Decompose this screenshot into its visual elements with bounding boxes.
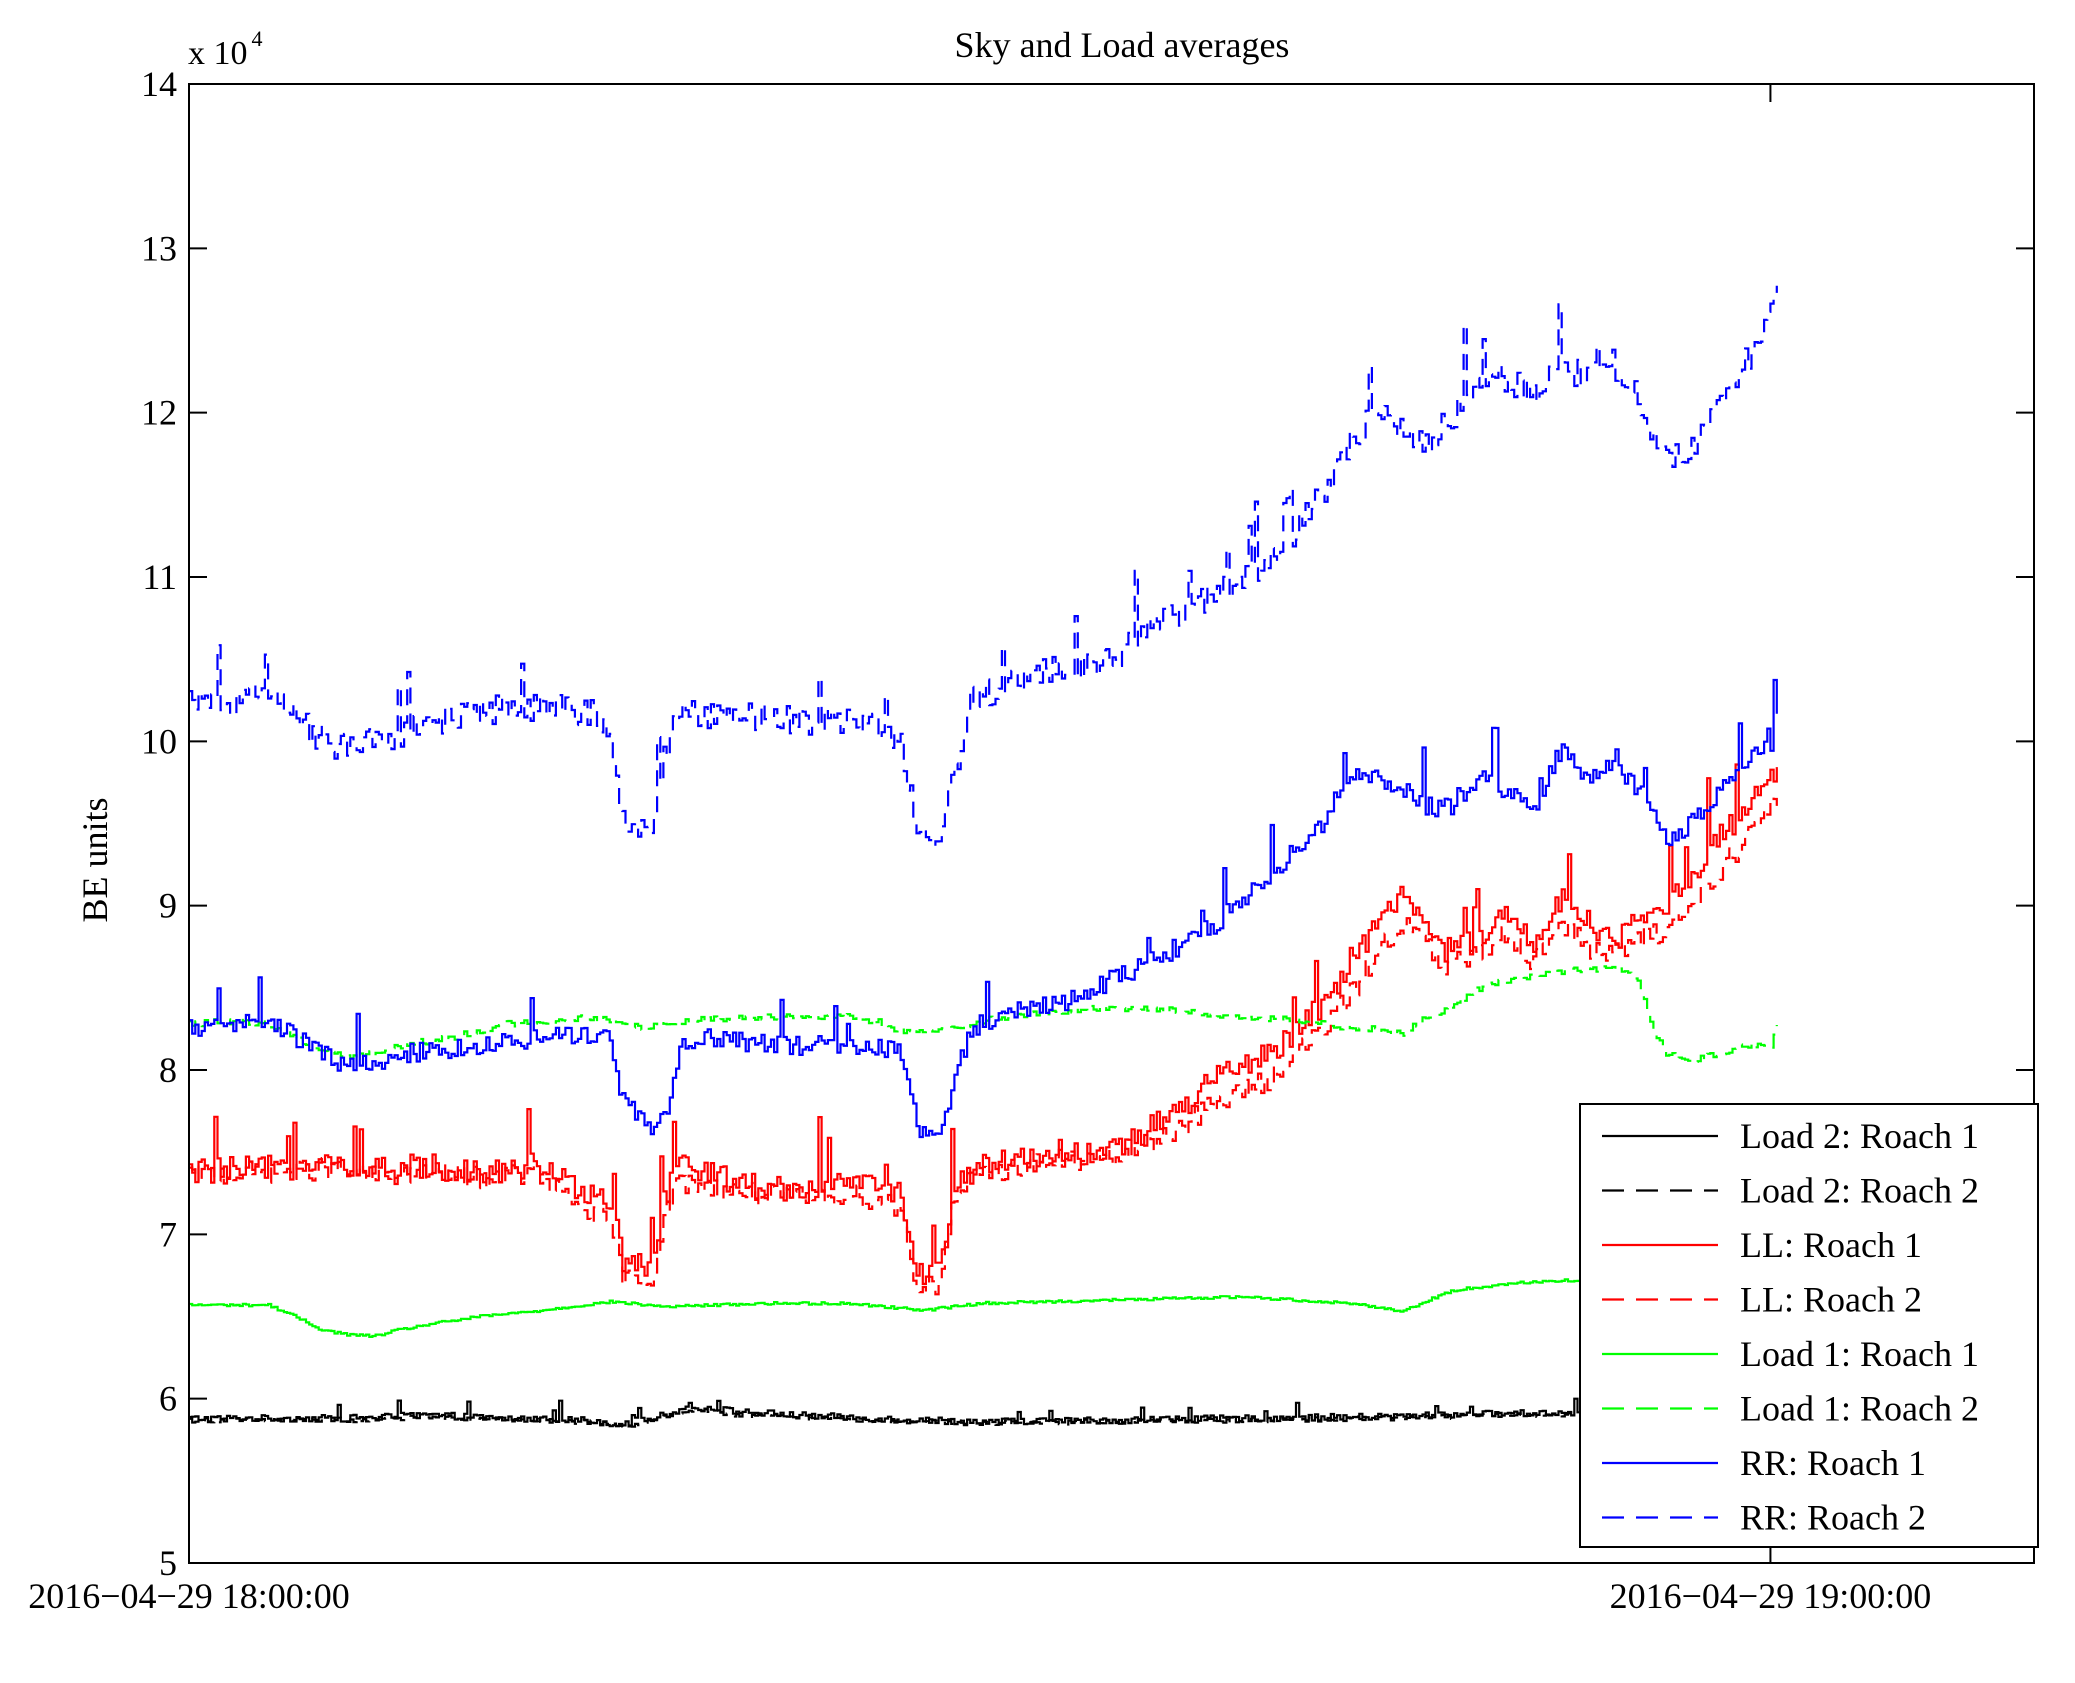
y-tick-label: 6 [159,1379,177,1419]
series-line-rr-roach-1 [189,678,1778,1139]
y-tick-label: 12 [141,393,177,433]
legend-label: Load 1: Roach 1 [1740,1334,1979,1374]
series-line-ll-roach-2 [189,795,1778,1296]
series-line-load-1-roach-1 [189,1278,1645,1338]
legend-label: RR: Roach 2 [1740,1498,1926,1538]
legend-label: LL: Roach 1 [1740,1225,1922,1265]
y-tick-label: 5 [159,1543,177,1583]
series-group [189,285,1785,1430]
legend-box [1579,1103,2039,1548]
legend-label: Load 2: Roach 2 [1740,1171,1979,1211]
y-exponent-base: x 10 [188,35,248,72]
y-tick-label: 10 [141,721,177,761]
y-tick-label: 14 [141,64,177,104]
legend-label: Load 2: Roach 1 [1740,1116,1979,1156]
y-tick-label: 13 [141,228,177,268]
series-line-rr-roach-2 [189,285,1778,848]
y-tick-label: 7 [159,1214,177,1254]
legend: Load 2: Roach 1 Load 2: Roach 2 LL: Roach … [1579,1103,2039,1548]
series-line-load-2-roach-2 [189,1407,1785,1430]
y-tick-label: 11 [142,557,177,597]
ticks-group: 5 6 7 8 9 10 11 12 13 14 2016−04−29 18:00:00 2016−0… [28,64,2034,1616]
x-tick-label: 2016−04−29 18:00:00 [28,1576,350,1616]
legend-label: Load 1: Roach 2 [1740,1389,1979,1429]
y-tick-label: 8 [159,1050,177,1090]
plot-frame [188,83,2035,1564]
x-tick-label: 2016−04−29 19:00:00 [1610,1576,1932,1616]
legend-label: RR: Roach 1 [1740,1443,1926,1483]
chart-title: Sky and Load averages [955,25,1290,65]
y-exponent-power: 4 [252,26,263,51]
y-axis-label: BE units [75,797,115,922]
y-tick-label: 9 [159,886,177,926]
y-exponent-label: x 10 4 [188,26,263,72]
legend-label: LL: Roach 2 [1740,1280,1922,1320]
